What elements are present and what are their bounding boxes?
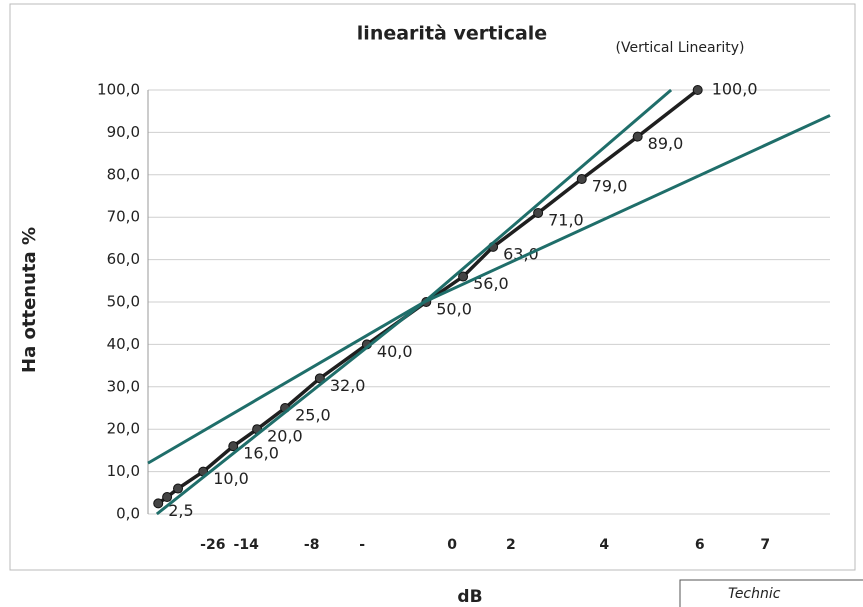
y-tick-label: 20,0	[107, 420, 140, 438]
data-point	[314, 373, 325, 384]
chart-title: linearità verticale	[357, 23, 547, 45]
data-point	[632, 131, 643, 142]
x-tick-label: -14	[234, 537, 260, 553]
data-label: 56,0	[473, 274, 509, 293]
x-tick-label: -	[359, 537, 365, 553]
y-axis-label: Ha ottenuta %	[19, 227, 40, 373]
x-tick-label: 6	[695, 537, 705, 553]
y-tick-label: 60,0	[107, 250, 140, 268]
x-tick-label: -26	[200, 537, 225, 553]
data-label: 20,0	[267, 427, 303, 446]
data-label: 32,0	[330, 376, 366, 395]
y-tick-label: 70,0	[107, 208, 140, 226]
x-tick-label: 7	[760, 537, 770, 553]
chart-frame	[9, 3, 856, 571]
data-label: 71,0	[548, 210, 584, 229]
data-point	[173, 483, 184, 494]
x-tick-label: -8	[304, 537, 320, 553]
y-tick-label: 50,0	[107, 293, 140, 311]
data-label: 16,0	[243, 444, 279, 463]
data-label: 2,5	[168, 501, 193, 520]
data-point	[153, 498, 164, 509]
data-point	[458, 271, 469, 282]
data-label: 25,0	[295, 406, 331, 425]
y-tick-label: 10,0	[107, 462, 140, 480]
data-label: 63,0	[503, 244, 539, 263]
stamp-box	[679, 579, 863, 607]
y-tick-label: 80,0	[107, 165, 140, 183]
y-tick-label: 40,0	[107, 335, 140, 353]
data-label: 40,0	[377, 342, 413, 361]
data-label: 89,0	[648, 134, 684, 153]
data-point	[228, 441, 239, 452]
data-point	[162, 492, 173, 503]
x-axis-label: dB	[457, 587, 482, 607]
y-tick-label: 30,0	[107, 377, 140, 395]
data-point	[576, 174, 587, 185]
y-tick-label: 90,0	[107, 123, 140, 141]
data-point	[533, 207, 544, 218]
data-label: 100,0	[712, 80, 758, 99]
stamp-text: Technic	[728, 586, 781, 602]
data-label: 79,0	[592, 177, 628, 196]
data-label: 10,0	[213, 469, 249, 488]
series-line	[157, 88, 699, 505]
chart-subtitle: (Vertical Linearity)	[616, 40, 745, 56]
x-tick-label: 0	[447, 537, 457, 553]
data-point	[692, 85, 703, 95]
series-line	[155, 114, 831, 516]
y-tick-label: 0,0	[116, 505, 140, 523]
y-tick-label: 100,0	[97, 81, 140, 99]
x-tick-label: 2	[506, 537, 516, 553]
data-label: 50,0	[436, 300, 472, 319]
x-tick-label: 4	[599, 537, 609, 553]
